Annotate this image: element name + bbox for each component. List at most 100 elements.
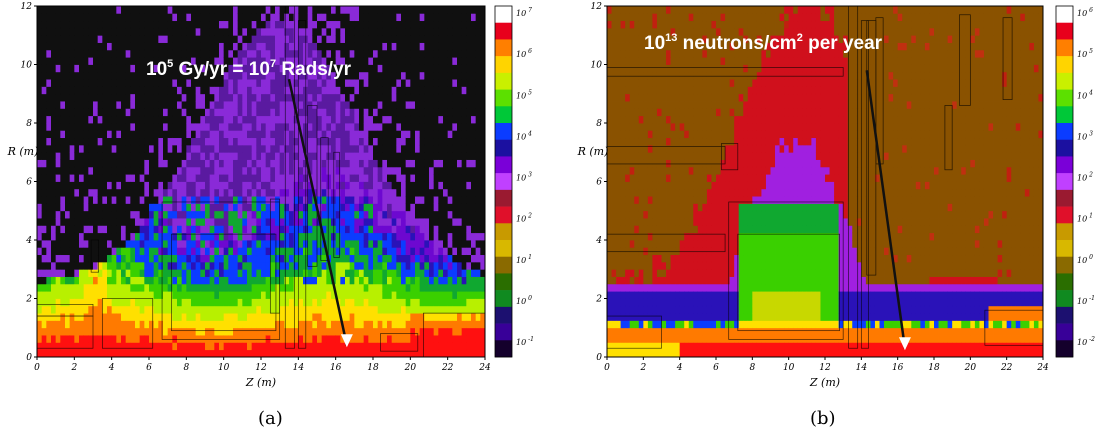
colorbar-swatch: [1056, 139, 1073, 157]
y-tick-label: 6: [26, 178, 32, 188]
colorbar-swatch: [1056, 306, 1073, 324]
x-tick-label: 4: [108, 363, 115, 373]
x-tick-label: 10: [783, 363, 795, 373]
colorbar-swatch: [495, 72, 512, 90]
x-tick-label: 0: [604, 363, 610, 373]
colorbar-swatch: [495, 206, 512, 224]
y-tick-label: 0: [596, 353, 602, 363]
colorbar-swatch: [1056, 106, 1073, 124]
x-tick-label: 12: [255, 363, 267, 373]
colorbar-swatch: [495, 189, 512, 207]
colorbar-swatch: [495, 39, 512, 57]
colorbar-swatch: [1056, 240, 1073, 258]
colorbar-label: 10 2: [516, 213, 532, 224]
colorbar-label: 10 3: [1077, 130, 1093, 141]
colorbar-label: 10 5: [1077, 48, 1093, 59]
colorbar-label: 10 -2: [1077, 336, 1095, 347]
colorbar-swatch: [495, 106, 512, 124]
colorbar-swatch: [1056, 22, 1073, 40]
y-tick-label: 12: [21, 2, 33, 12]
x-axis-label: Z (m): [809, 376, 840, 389]
x-tick-label: 2: [70, 363, 77, 373]
colorbar-swatch: [1056, 340, 1073, 358]
annotation-text: 105 Gy/yr = 107 Rads/yr: [146, 58, 352, 80]
y-tick-label: 4: [595, 236, 602, 246]
colorbar-swatch: [495, 223, 512, 241]
x-tick-label: 6: [146, 363, 152, 373]
x-axis-label: Z (m): [245, 376, 276, 389]
colorbar: [1055, 5, 1074, 358]
x-tick-label: 14: [293, 363, 305, 373]
colorbar-swatch: [495, 323, 512, 341]
colorbar-swatch: [495, 139, 512, 157]
colorbar-swatch: [1056, 223, 1073, 241]
panel-b: 0 2 4 6 8 10 12 14 16 18 20 22 24 0 2 4 6 8 10 12 Z (m) R (m)…: [552, 0, 1099, 441]
x-tick-label: 8: [749, 363, 755, 373]
colorbar-swatch: [495, 173, 512, 191]
x-tick-label: 4: [676, 363, 683, 373]
colorbar-swatch: [1056, 72, 1073, 90]
y-tick-label: 6: [596, 178, 602, 188]
y-tick-label: 2: [25, 295, 32, 305]
x-tick-label: 8: [183, 363, 189, 373]
colorbar: [494, 5, 513, 358]
colorbar-swatch: [495, 273, 512, 291]
colorbar-swatch: [1056, 39, 1073, 57]
colorbar-swatch: [1056, 290, 1073, 308]
x-tick-label: 22: [1000, 363, 1013, 373]
y-tick-label: 8: [596, 119, 602, 129]
colorbar-swatch: [1056, 6, 1073, 24]
colorbar-swatch: [1056, 206, 1073, 224]
colorbar-label: 10 4: [516, 130, 532, 141]
colorbar-swatch: [495, 156, 512, 174]
colorbar-swatch: [495, 290, 512, 308]
annotation-text: 1013 neutrons/cm2 per year: [644, 32, 883, 54]
x-tick-label: 20: [964, 363, 977, 373]
colorbar-label: 10 1: [1077, 213, 1093, 224]
x-tick-label: 16: [330, 363, 342, 373]
colorbar-swatch: [495, 56, 512, 74]
colorbar-swatch: [495, 306, 512, 324]
colorbar-swatch: [1056, 173, 1073, 191]
x-tick-label: 20: [404, 363, 417, 373]
x-tick-label: 0: [34, 363, 40, 373]
colorbar-label: 10 6: [516, 48, 532, 59]
x-tick-label: 18: [928, 363, 940, 373]
x-tick-label: 14: [856, 363, 868, 373]
colorbar-label: 10 7: [516, 7, 532, 18]
x-tick-label: 2: [639, 363, 646, 373]
x-tick-label: 24: [478, 363, 491, 373]
colorbar-swatch: [1056, 123, 1073, 141]
colorbar-label: 10 -1: [1077, 295, 1095, 306]
x-tick-label: 18: [367, 363, 379, 373]
x-tick-label: 24: [1036, 363, 1049, 373]
x-tick-label: 12: [819, 363, 831, 373]
colorbar-swatch: [495, 256, 512, 274]
y-tick-label: 10: [21, 61, 33, 71]
x-tick-label: 10: [218, 363, 230, 373]
panel-b-label: (b): [810, 408, 836, 429]
colorbar-label: 10 5: [516, 89, 532, 100]
colorbar-swatch: [495, 240, 512, 258]
colorbar-label: 10 0: [1077, 254, 1093, 265]
colorbar-swatch: [1056, 189, 1073, 207]
colorbar-label: 10 0: [516, 295, 532, 306]
y-tick-label: 8: [26, 119, 32, 129]
panel-a: 0 2 4 6 8 10 12 14 16 18 20 22 24 0 2 4 6 8 10 12 Z (m) R (m)…: [0, 0, 545, 441]
colorbar-swatch: [1056, 56, 1073, 74]
heatmap-field: [37, 6, 486, 358]
colorbar-swatch: [495, 22, 512, 40]
colorbar-swatch: [495, 6, 512, 24]
arrow-shaft: [865, 70, 907, 349]
arrow-shaft: [287, 78, 349, 346]
x-tick-label: 22: [441, 363, 454, 373]
colorbar-label: 10 -1: [516, 336, 534, 347]
colorbar-swatch: [1056, 156, 1073, 174]
colorbar-swatch: [1056, 323, 1073, 341]
x-tick-label: 16: [892, 363, 904, 373]
y-tick-label: 10: [591, 61, 603, 71]
colorbar-label: 10 4: [1077, 89, 1093, 100]
y-axis-label: R (m): [577, 145, 609, 158]
